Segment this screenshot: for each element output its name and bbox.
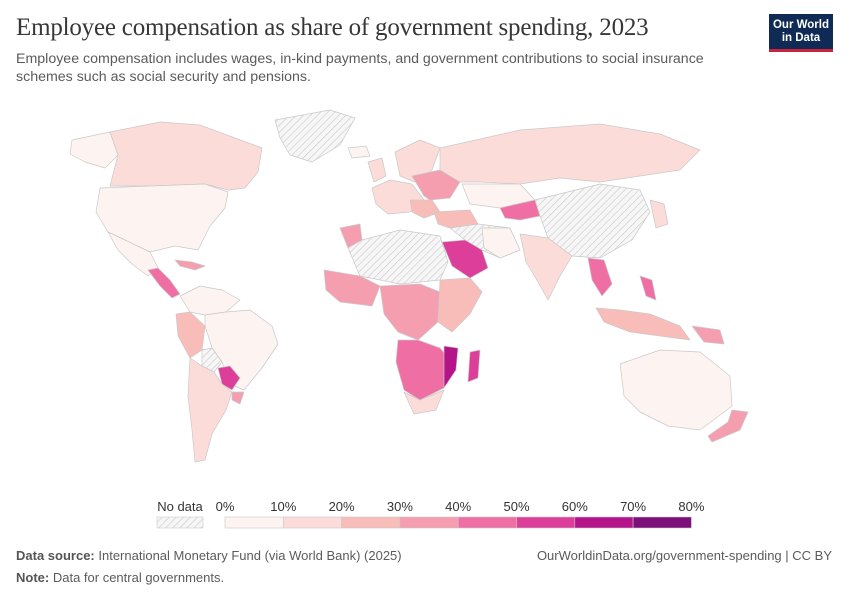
map-region-east-africa[interactable] [437, 277, 483, 333]
legend-tick-label: 30% [387, 499, 413, 514]
source-text[interactable]: International Monetary Fund (via World B… [98, 548, 402, 563]
source-label: Data source: [16, 548, 95, 563]
logo-line-2: in Data [781, 32, 821, 44]
map-region-canada[interactable] [109, 121, 263, 191]
map-region-iran[interactable] [481, 227, 521, 259]
legend-tick-label: 50% [503, 499, 529, 514]
map-region-madagascar[interactable] [467, 349, 481, 383]
map-region-mozambique[interactable] [443, 345, 459, 389]
legend-tick-label: 10% [270, 499, 296, 514]
chart-title: Employee compensation as share of govern… [16, 14, 649, 41]
map-region-colombia-venezuela[interactable] [179, 285, 241, 316]
map-region-central-america[interactable] [147, 267, 181, 299]
legend-tick-label: 20% [329, 499, 355, 514]
map-region-central-asia[interactable] [499, 199, 541, 221]
map-region-alaska[interactable] [69, 131, 119, 169]
legend-tick-label: 60% [562, 499, 588, 514]
map-region-iceland[interactable] [347, 145, 371, 159]
map-region-india[interactable] [519, 233, 573, 301]
map-region-saudi-arabia[interactable] [441, 239, 489, 279]
map-region-caribbean[interactable] [174, 259, 206, 271]
legend-bin-6[interactable] [574, 516, 634, 529]
map-region-philippines[interactable] [639, 275, 657, 301]
map-region-bolivia [201, 347, 223, 373]
map-region-balkans[interactable] [409, 199, 441, 219]
legend-tick-label: 80% [678, 499, 704, 514]
legend-bin-0[interactable] [224, 516, 284, 529]
legend-no-data-label: No data [157, 499, 203, 514]
map-region-greenland [274, 109, 356, 163]
legend-color-bins [224, 516, 692, 529]
map-region-china-mongolia [534, 183, 651, 259]
map-region-paraguay[interactable] [217, 365, 241, 391]
legend-tick-label: 70% [620, 499, 646, 514]
logo-line-1: Our World [772, 19, 829, 31]
source-line: Data source: International Monetary Fund… [16, 548, 402, 563]
note-label: Note: [16, 570, 50, 585]
legend-bin-4[interactable] [457, 516, 517, 529]
map-region-russia[interactable] [439, 123, 701, 185]
note-text: Data for central governments. [52, 570, 225, 585]
legend-bin-7[interactable] [632, 516, 692, 529]
map-region-australia[interactable] [619, 349, 733, 431]
legend-bin-5[interactable] [516, 516, 576, 529]
map-region-papua-new-guinea[interactable] [691, 325, 725, 345]
map-region-peru[interactable] [175, 311, 206, 359]
map-region-west-africa[interactable] [323, 269, 381, 307]
legend-bin-3[interactable] [399, 516, 459, 529]
footer: Data source: International Monetary Fund… [16, 548, 402, 585]
map-region-southeast-asia[interactable] [587, 257, 613, 297]
map-region-uruguay[interactable] [231, 391, 245, 405]
credit-link[interactable]: OurWorldinData.org/government-spending |… [536, 548, 832, 563]
map-region-scandinavia[interactable] [394, 139, 441, 183]
map-region-north-africa [347, 229, 449, 285]
map-legend: No data 0% 10% 20% 30% 40% 50% 60% 70% 80% [156, 499, 705, 529]
world-map[interactable] [0, 100, 850, 490]
legend-tick-labels: 0% 10% 20% 30% 40% 50% 60% 70% 80% [216, 499, 705, 514]
map-region-south-africa[interactable] [403, 389, 445, 415]
map-region-japan-korea[interactable] [649, 199, 669, 229]
owid-logo[interactable]: Our World in Data [769, 14, 833, 52]
legend-tick-label: 40% [445, 499, 471, 514]
map-region-brazil[interactable] [204, 309, 279, 391]
map-region-uk-ireland[interactable] [367, 157, 387, 183]
map-region-indonesia[interactable] [595, 307, 691, 341]
legend-bin-2[interactable] [341, 516, 401, 529]
note-line: Note: Data for central governments. [16, 570, 224, 585]
map-region-new-zealand[interactable] [707, 409, 749, 443]
legend-tick-label: 0% [216, 499, 235, 514]
map-region-central-africa[interactable] [379, 283, 441, 341]
chart-subtitle: Employee compensation includes wages, in… [16, 51, 704, 85]
map-region-argentina-chile[interactable] [187, 357, 233, 463]
legend-bin-1[interactable] [282, 516, 342, 529]
legend-no-data-swatch [156, 516, 204, 529]
